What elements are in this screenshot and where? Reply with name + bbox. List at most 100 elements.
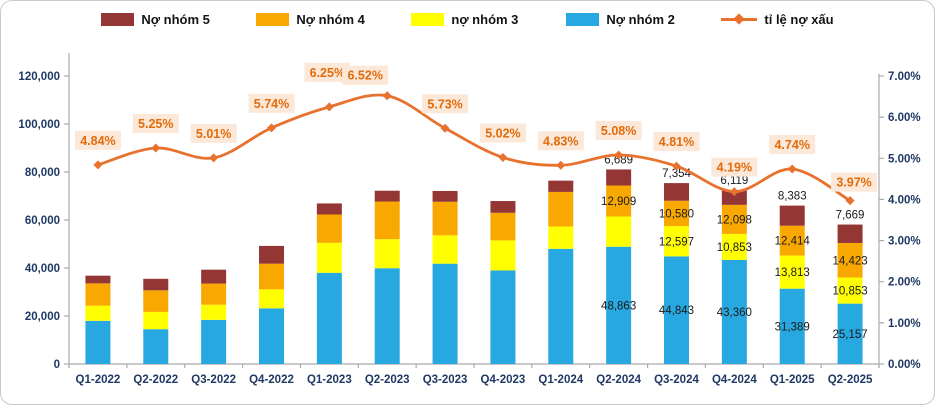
line-marker-diamond-icon [556, 160, 566, 170]
bar-segment-no5 [664, 183, 689, 201]
legend-label: Nợ nhóm 4 [296, 12, 365, 27]
legend-item-no-nhom-5: Nợ nhóm 5 [101, 12, 256, 27]
line-value-label: 4.74% [774, 138, 809, 152]
bar-segment-no2 [548, 248, 574, 364]
bar-segment-no5 [85, 275, 111, 284]
line-value-label-bg [595, 120, 642, 140]
bar-segment-no3 [664, 226, 689, 257]
bar-segment-no4 [374, 201, 400, 240]
x-axis-label: Q3-2024 [654, 374, 699, 386]
line-value-label-bg [190, 123, 237, 143]
bar-value-label: 43,360 [717, 307, 752, 319]
line-marker-diamond-icon [614, 150, 624, 160]
right-axis-tick-label: 5.00% [888, 153, 921, 165]
bar-value-label: 14,423 [832, 255, 867, 267]
bar-segment-no4 [85, 283, 111, 306]
bar-value-label: 25,157 [832, 329, 867, 341]
bar-segment-no5 [779, 205, 805, 226]
bar-segment-no4 [259, 263, 284, 290]
bar-segment-no3 [316, 242, 342, 273]
bar-segment-no4 [548, 191, 574, 227]
line-value-label: 5.01% [196, 127, 231, 141]
bar-value-label: 12,414 [775, 236, 811, 248]
legend-label: Nợ nhóm 2 [606, 12, 675, 27]
bar-segment-no2 [432, 263, 458, 364]
bar-segment-no2 [201, 319, 227, 364]
x-axis-label: Q4-2023 [481, 374, 526, 386]
bar-segment-no4 [606, 185, 632, 217]
bar-value-label: 10,580 [659, 208, 694, 220]
bar-segment-no3 [201, 304, 227, 320]
x-axis-label: Q4-2024 [712, 374, 757, 386]
left-axis-tick-label: 80,000 [25, 167, 60, 179]
line-value-label-bg [711, 157, 758, 177]
bar-segment-no5 [837, 224, 863, 243]
line-value-label-bg [537, 131, 584, 151]
bar-segment-no2 [490, 270, 516, 364]
line-marker-diamond-icon [498, 152, 508, 162]
line-marker-diamond-icon [324, 102, 334, 112]
bar-segment-no3 [143, 311, 169, 330]
line-value-label-bg [132, 114, 179, 133]
line-marker-diamond-icon [845, 196, 855, 206]
x-axis-label: Q2-2024 [596, 374, 641, 386]
bar-value-label: 7,669 [836, 210, 865, 222]
line-value-label: 5.08% [601, 124, 636, 138]
bar-segment-no2 [664, 256, 689, 364]
bar-segment-no5 [143, 278, 169, 291]
line-value-label: 6.52% [347, 69, 382, 83]
bar-segment-no3 [779, 255, 805, 289]
bar-value-label: 7,354 [662, 168, 691, 180]
bar-segment-no2 [259, 308, 284, 364]
bar-segment-no3 [606, 216, 632, 247]
legend-line-diamond-icon [721, 13, 758, 25]
legend-label: Nợ nhóm 5 [141, 12, 210, 27]
bar-segment-no3 [490, 240, 516, 271]
left-axis-tick-label: 120,000 [18, 71, 60, 83]
line-marker-diamond-icon [267, 123, 276, 133]
x-axis-label: Q1-2025 [770, 374, 815, 386]
legend-swatch-no-nhom-5-icon [101, 13, 135, 26]
bar-value-label: 6,689 [604, 154, 633, 166]
bar-segment-no3 [837, 277, 863, 304]
line-value-label-bg [422, 94, 469, 114]
bar-segment-no4 [316, 214, 342, 243]
line-value-label-bg [74, 130, 121, 150]
right-axis-tick-label: 7.00% [888, 71, 921, 83]
x-axis-label: Q3-2022 [191, 374, 236, 386]
left-axis-tick-label: 20,000 [25, 311, 60, 323]
line-marker-diamond-icon [382, 91, 392, 101]
x-axis-label: Q3-2023 [423, 374, 468, 386]
line-value-label: 6.25% [310, 66, 345, 80]
line-value-label-bg [248, 93, 295, 113]
bar-segment-no5 [432, 190, 458, 202]
bar-value-label: 12,597 [659, 236, 694, 248]
line-value-label: 5.25% [138, 117, 173, 131]
bar-value-label: 13,813 [775, 267, 810, 279]
bar-segment-no4 [837, 242, 863, 278]
bar-segment-no2 [316, 272, 342, 364]
line-value-label: 4.83% [543, 134, 578, 148]
bar-segment-no5 [548, 180, 574, 192]
line-value-label: 5.74% [254, 97, 289, 111]
bar-segment-no5 [606, 169, 632, 186]
bar-segment-no5 [201, 269, 227, 284]
right-axis-tick-label: 0.00% [888, 359, 921, 371]
bar-value-label: 12,909 [601, 196, 636, 208]
right-axis-tick-label: 3.00% [888, 236, 921, 248]
line-value-label-bg [479, 123, 526, 143]
bar-segment-no3 [259, 289, 284, 309]
bar-segment-no5 [490, 201, 516, 213]
left-axis-tick-label: 100,000 [18, 119, 60, 131]
line-value-label-bg [831, 172, 878, 192]
bar-value-label: 6,119 [720, 175, 748, 187]
bar-segment-no5 [259, 245, 284, 264]
x-axis-label: Q2-2025 [828, 374, 873, 386]
bar-value-label: 48,863 [601, 300, 636, 312]
bar-segment-no3 [374, 239, 400, 269]
bar-segment-no4 [201, 283, 227, 305]
left-axis-tick-label: 40,000 [25, 263, 60, 275]
right-axis-tick-label: 6.00% [888, 112, 921, 124]
legend-swatch-no-nhom-4-icon [256, 13, 290, 26]
